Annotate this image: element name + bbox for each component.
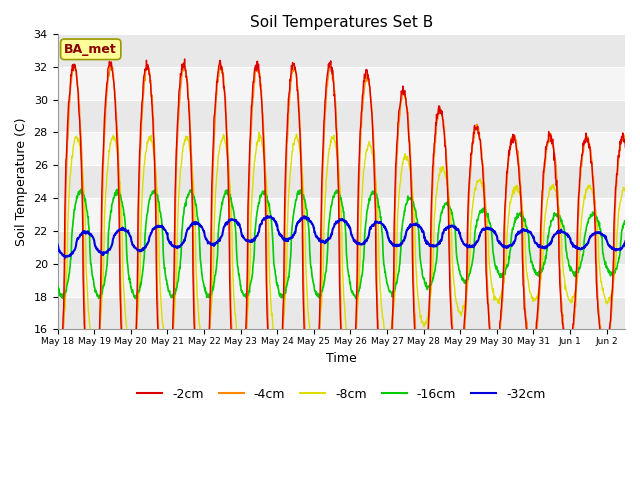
Bar	[58, 264, 625, 297]
Bar	[58, 165, 625, 198]
Bar	[58, 99, 625, 132]
Legend: -2cm, -4cm, -8cm, -16cm, -32cm: -2cm, -4cm, -8cm, -16cm, -32cm	[132, 383, 550, 406]
Text: BA_met: BA_met	[65, 43, 117, 56]
Bar	[58, 132, 625, 165]
Bar	[58, 34, 625, 67]
X-axis label: Time: Time	[326, 351, 356, 364]
Bar	[58, 67, 625, 99]
Bar	[58, 198, 625, 231]
Y-axis label: Soil Temperature (C): Soil Temperature (C)	[15, 118, 28, 246]
Title: Soil Temperatures Set B: Soil Temperatures Set B	[250, 15, 433, 30]
Bar	[58, 231, 625, 264]
Bar	[58, 297, 625, 329]
